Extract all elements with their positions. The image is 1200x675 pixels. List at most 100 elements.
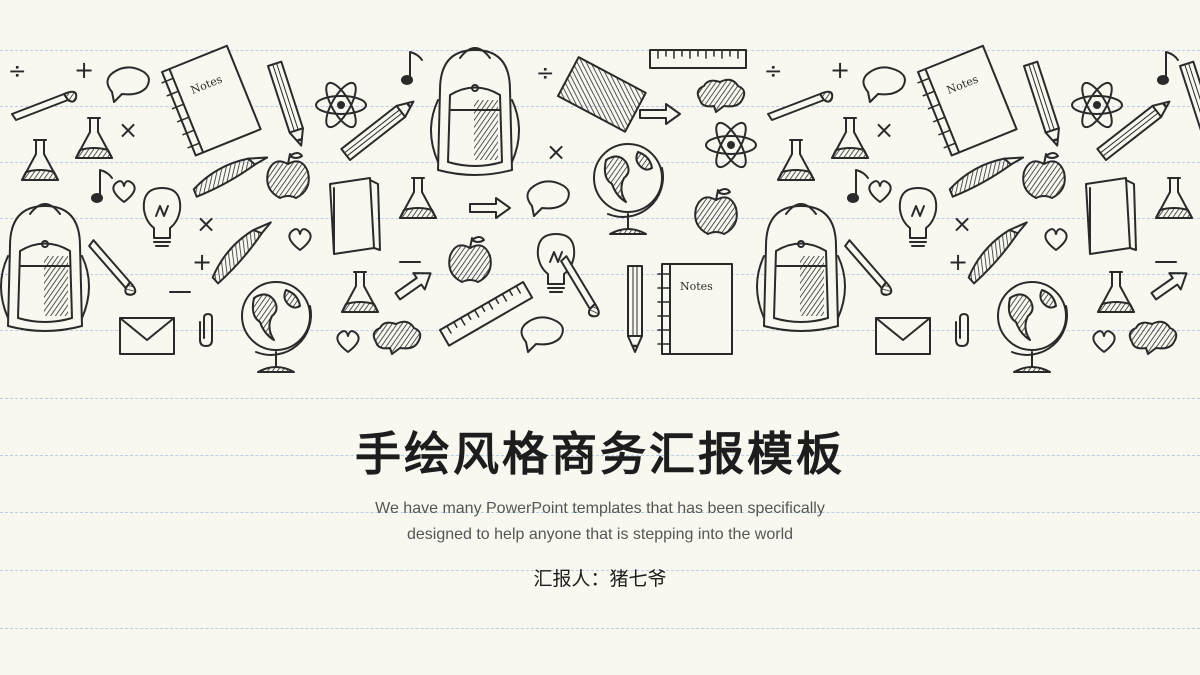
speech-bubble-icon [520, 316, 564, 353]
math-symbol-icon: × [118, 116, 138, 144]
ruled-line [0, 570, 1200, 571]
apple-icon [448, 236, 492, 283]
flask-icon [1097, 271, 1135, 313]
ruler-icon [439, 281, 534, 347]
math-symbol-icon: + [948, 248, 968, 276]
pencil-icon [1022, 60, 1066, 150]
apple-icon [1022, 152, 1066, 199]
svg-text:×: × [874, 116, 894, 144]
pencil-icon [266, 60, 310, 150]
arrow-icon [391, 264, 438, 306]
svg-text:×: × [196, 210, 216, 238]
heart-icon [112, 180, 136, 203]
flask-icon [777, 139, 815, 181]
music-note-icon [91, 169, 113, 203]
ruled-line [0, 50, 1200, 51]
globe-icon [593, 143, 665, 235]
reporter-label: 汇报人：猪七爷 [533, 568, 667, 590]
pen-icon [205, 215, 279, 285]
math-symbol-icon: + [74, 56, 94, 84]
slide-title: 手绘风格商务汇报模板 [355, 427, 845, 481]
math-symbol-icon: × [546, 138, 566, 166]
math-symbol-icon: × [952, 210, 972, 238]
backpack-icon [430, 47, 520, 176]
backpack-icon [0, 203, 90, 332]
math-symbol-icon: × [874, 116, 894, 144]
slide-subtitle: We have many PowerPoint templates that h… [0, 496, 1200, 548]
notebook-icon: Notes [913, 44, 1018, 158]
math-symbol-icon: ÷ [764, 59, 782, 84]
globe-icon [241, 281, 313, 373]
svg-text:+: + [74, 56, 94, 84]
math-symbol-icon: + [192, 248, 212, 276]
pencil-icon [1096, 94, 1176, 162]
paperclip-icon [199, 313, 213, 347]
globe-icon [997, 281, 1069, 373]
music-note-icon [401, 51, 423, 85]
math-symbol-icon: + [830, 56, 850, 84]
svg-text:÷: ÷ [536, 61, 554, 86]
heart-icon [336, 330, 360, 353]
arrow-icon [469, 197, 511, 219]
ruled-line [0, 274, 1200, 275]
arrow-icon [639, 103, 681, 125]
notebook-icon: Notes [657, 263, 733, 355]
notebook-icon: Notes [157, 44, 262, 158]
paintbrush-icon [11, 90, 78, 121]
flask-icon [75, 117, 113, 159]
pencil-icon [626, 264, 644, 354]
ruled-line [0, 455, 1200, 456]
speech-bubble-icon [862, 66, 906, 103]
math-symbol-icon: × [196, 210, 216, 238]
book-icon [557, 56, 647, 133]
svg-text:×: × [118, 116, 138, 144]
ruled-line [0, 628, 1200, 629]
speech-bubble-icon [526, 180, 570, 217]
ruled-line [0, 398, 1200, 399]
paintbrush-icon [86, 231, 138, 304]
backpack-icon [756, 203, 846, 332]
book-icon [1085, 177, 1137, 255]
thought-cloud-icon [372, 320, 422, 355]
svg-text:Notes: Notes [680, 280, 713, 293]
svg-text:+: + [948, 248, 968, 276]
paintbrush-icon [767, 90, 834, 121]
atom-icon [315, 77, 367, 133]
pencil-icon [340, 94, 420, 162]
music-note-icon [1157, 51, 1179, 85]
svg-text:+: + [192, 248, 212, 276]
doodle-band: ÷ + × Notes × + [0, 44, 1200, 373]
apple-icon [266, 152, 310, 199]
flask-icon [831, 117, 869, 159]
ruled-line [0, 218, 1200, 219]
svg-text:×: × [546, 138, 566, 166]
svg-text:÷: ÷ [764, 59, 782, 84]
lightbulb-icon [898, 187, 938, 247]
heart-icon [868, 180, 892, 203]
svg-text:+: + [830, 56, 850, 84]
lightbulb-icon [142, 187, 182, 247]
heart-icon [1092, 330, 1116, 353]
heart-icon [1044, 228, 1068, 251]
flask-icon [399, 177, 437, 219]
pen-icon [189, 149, 272, 198]
thought-cloud-icon [1128, 320, 1178, 355]
ruled-line [0, 512, 1200, 513]
math-symbol-icon: ÷ [536, 61, 554, 86]
arrow-icon [1147, 264, 1194, 306]
pencil-icon [1178, 60, 1200, 150]
svg-text:÷: ÷ [8, 59, 26, 84]
flask-icon [341, 271, 379, 313]
book-icon [329, 177, 381, 255]
envelope-icon [119, 317, 175, 355]
paperclip-icon [955, 313, 969, 347]
flask-icon [21, 139, 59, 181]
apple-icon [694, 188, 738, 235]
envelope-icon [875, 317, 931, 355]
pen-icon [945, 149, 1028, 198]
flask-icon [1155, 177, 1193, 219]
pen-icon [961, 215, 1035, 285]
subtitle-line: We have many PowerPoint templates that h… [375, 500, 825, 517]
pen-icon [559, 251, 601, 322]
